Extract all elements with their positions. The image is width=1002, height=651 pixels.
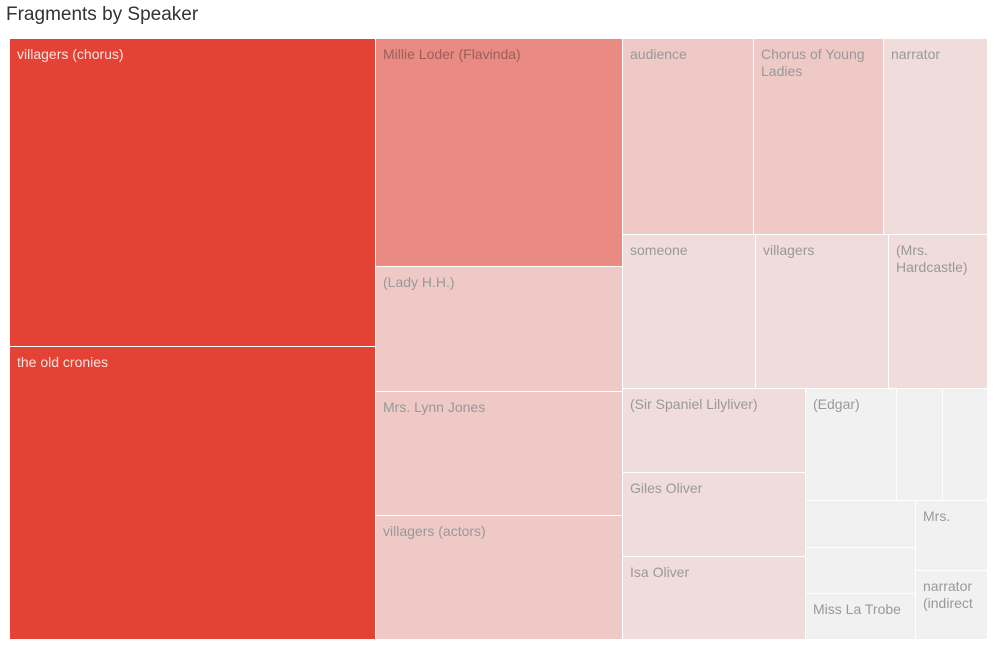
treemap-cell-label: villagers [763, 242, 815, 258]
treemap-cell[interactable] [897, 389, 943, 501]
treemap-cell[interactable]: Giles Oliver [623, 473, 806, 557]
treemap-cell[interactable]: Mrs. [916, 501, 988, 571]
treemap-cell-label: villagers (actors) [383, 523, 486, 539]
treemap-cell[interactable]: (Edgar) [806, 389, 897, 501]
treemap-cell[interactable]: someone [623, 235, 756, 389]
treemap-cell-label: the old cronies [17, 354, 109, 370]
treemap-cell[interactable]: the old cronies [10, 347, 376, 640]
treemap-cell-label: Mrs. Lynn Jones [383, 399, 486, 415]
treemap-cell[interactable]: Chorus of Young Ladies [754, 39, 884, 235]
treemap-cell-label: Mrs. [923, 508, 951, 524]
treemap-cell-label: someone [630, 242, 688, 258]
treemap-cell[interactable]: Mrs. Lynn Jones [376, 392, 623, 516]
treemap-cell-label: villagers (chorus) [17, 46, 124, 62]
treemap-cell[interactable]: audience [623, 39, 754, 235]
treemap-cell-label: narrator [891, 46, 941, 62]
treemap-cell[interactable]: (Mrs. Hardcastle) [889, 235, 988, 389]
treemap-cell[interactable] [806, 548, 916, 594]
treemap-cell-label: (Lady H.H.) [383, 274, 455, 290]
treemap-cell[interactable]: narrator [884, 39, 988, 235]
treemap-cell-label: (Mrs. Hardcastle) [896, 242, 968, 275]
treemap-cell[interactable]: Millie Loder (Flavinda) [376, 39, 623, 267]
treemap-cell[interactable]: Miss La Trobe [806, 594, 916, 640]
treemap-cell[interactable]: narrator (indirect [916, 571, 988, 640]
treemap-cell-label: narrator (indirect [923, 578, 973, 611]
treemap-cell[interactable] [806, 501, 916, 548]
treemap-cell[interactable]: villagers [756, 235, 889, 389]
treemap-cell[interactable]: (Lady H.H.) [376, 267, 623, 392]
treemap-cell-label: audience [630, 46, 687, 62]
treemap-cell-label: Chorus of Young Ladies [761, 46, 865, 79]
treemap-cell[interactable] [943, 389, 988, 501]
treemap-cell[interactable]: villagers (chorus) [10, 39, 376, 347]
treemap-cell-label: Isa Oliver [630, 564, 690, 580]
treemap-cell-label: (Sir Spaniel Lilyliver) [630, 396, 758, 412]
chart-title: Fragments by Speaker [6, 4, 199, 25]
treemap-cell[interactable]: villagers (actors) [376, 516, 623, 640]
treemap-cell[interactable]: (Sir Spaniel Lilyliver) [623, 389, 806, 473]
treemap-cell-label: Miss La Trobe [813, 601, 901, 617]
treemap-cell-label: (Edgar) [813, 396, 860, 412]
treemap-cell[interactable]: Isa Oliver [623, 557, 806, 640]
treemap-cell-label: Giles Oliver [630, 480, 703, 496]
treemap-cell-label: Millie Loder (Flavinda) [383, 46, 521, 62]
